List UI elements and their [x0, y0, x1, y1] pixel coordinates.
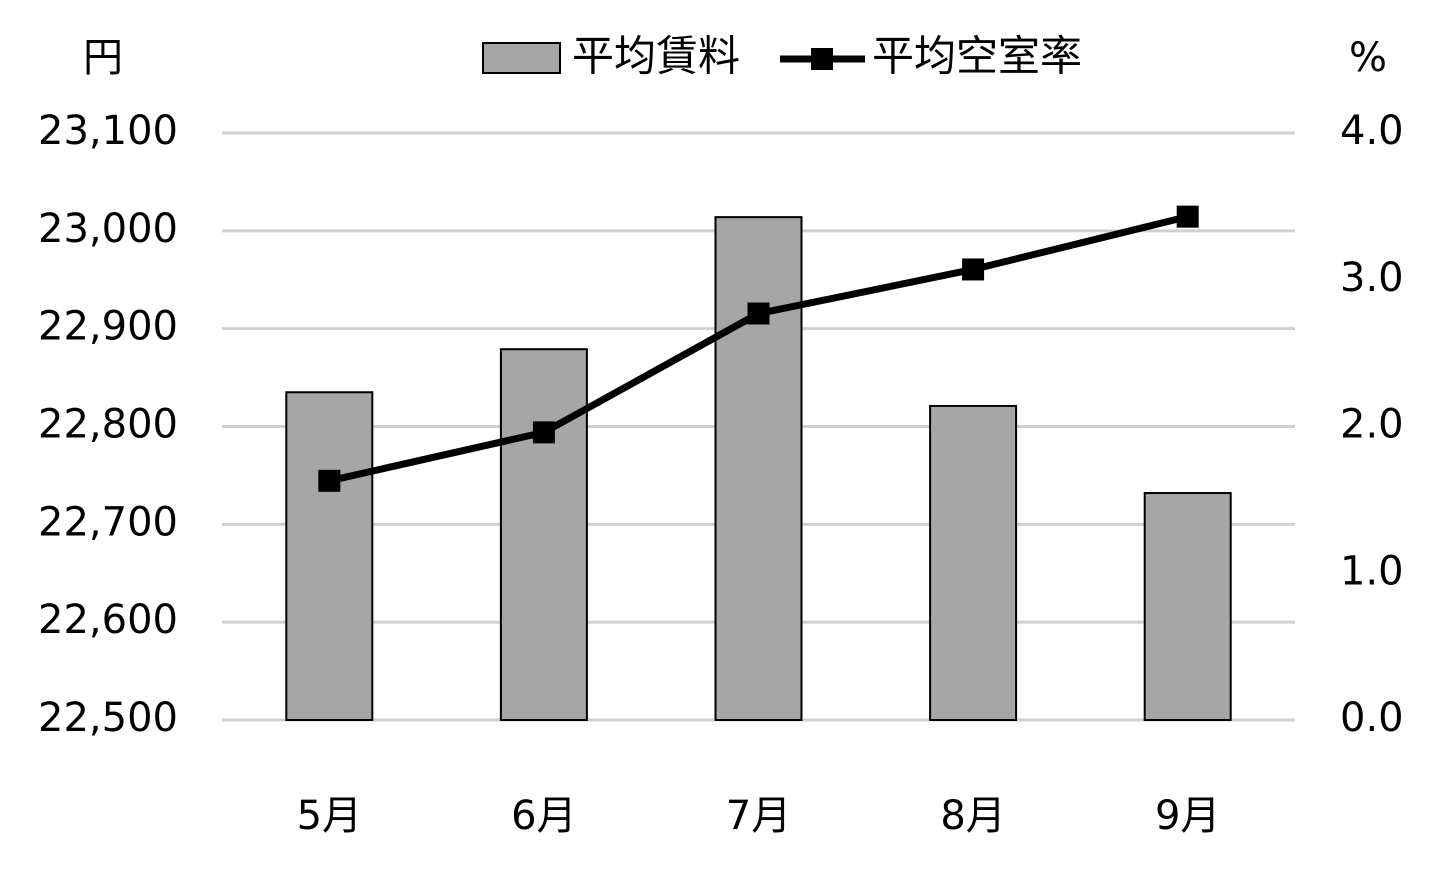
y2-tick-label: 0.0	[1340, 695, 1404, 741]
legend-label: 平均賃料	[572, 32, 740, 81]
y2-tick-label: 1.0	[1340, 548, 1404, 594]
y2-tick-label: 3.0	[1340, 255, 1404, 301]
y-tick-label: 22,700	[38, 499, 178, 545]
legend-marker	[811, 48, 834, 70]
y2-tick-label: 4.0	[1340, 108, 1404, 154]
y-tick-label: 22,500	[38, 695, 178, 741]
y2-tick-label: 2.0	[1340, 402, 1404, 448]
bar	[285, 391, 374, 721]
legend-label: 平均空室率	[872, 32, 1082, 81]
x-tick-label: 8月	[940, 793, 1005, 839]
x-tick-label: 5月	[297, 793, 362, 839]
y2-axis-unit: %	[1349, 35, 1387, 81]
y-tick-label: 23,000	[38, 206, 178, 252]
x-tick-label: 9月	[1155, 793, 1220, 839]
x-tick-label: 7月	[726, 793, 791, 839]
y-tick-label: 23,100	[38, 108, 178, 154]
line-marker	[532, 421, 555, 444]
x-tick-label: 6月	[511, 793, 576, 839]
bar	[499, 348, 588, 721]
y-tick-label: 22,600	[38, 597, 178, 643]
bar	[714, 216, 803, 722]
bar	[929, 404, 1018, 721]
line-marker	[962, 258, 985, 281]
y-tick-label: 22,800	[38, 402, 178, 448]
bar	[1143, 492, 1232, 721]
y-axis-unit: 円	[83, 35, 123, 81]
y-tick-label: 22,900	[38, 304, 178, 350]
line-marker	[1176, 205, 1199, 228]
line-marker	[747, 302, 770, 325]
legend-swatch	[482, 42, 561, 74]
line-marker	[318, 469, 341, 492]
